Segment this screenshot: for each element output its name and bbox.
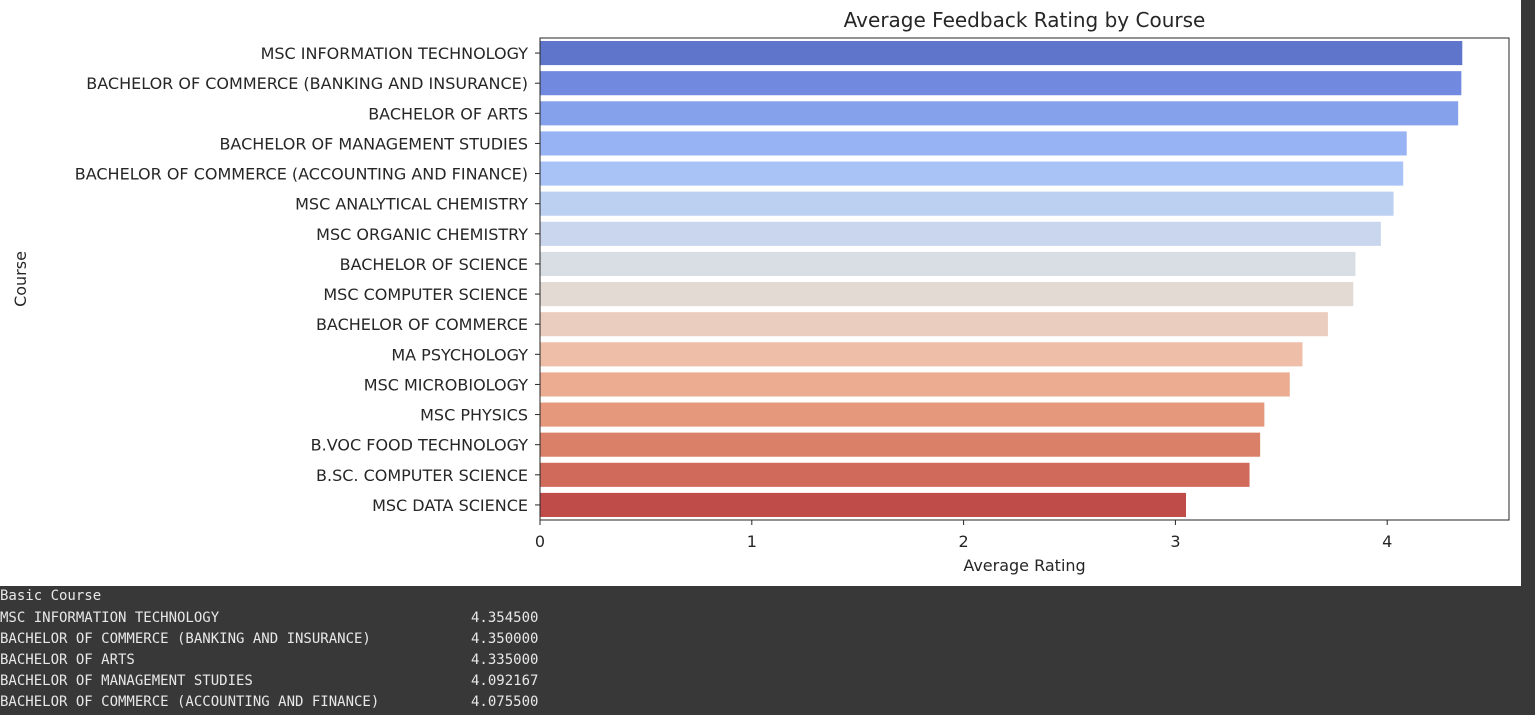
console-row-value: 4.092167 bbox=[471, 673, 539, 689]
console-row-value: 4.354500 bbox=[471, 610, 539, 626]
y-tick-label: MSC PHYSICS bbox=[420, 406, 528, 425]
chart-output: Average Feedback Rating by Course MSC INF… bbox=[0, 0, 1521, 586]
y-tick-label: MA PSYCHOLOGY bbox=[391, 345, 528, 364]
bar bbox=[540, 372, 1290, 397]
y-tick-label: BACHELOR OF COMMERCE (ACCOUNTING AND FIN… bbox=[75, 165, 528, 184]
x-tick-label: 4 bbox=[1382, 532, 1392, 551]
bar bbox=[540, 432, 1261, 457]
x-tick-label: 1 bbox=[747, 532, 757, 551]
bar bbox=[540, 251, 1356, 276]
y-tick-label: B.SC. COMPUTER SCIENCE bbox=[316, 466, 528, 485]
y-tick-label: BACHELOR OF ARTS bbox=[368, 104, 528, 123]
y-tick-label: BACHELOR OF COMMERCE bbox=[316, 315, 528, 334]
console-row-value: 4.350000 bbox=[471, 631, 539, 647]
console-output: Basic Course MSC INFORMATION TECHNOLOGY 4… bbox=[0, 586, 1535, 715]
y-tick-label: MSC ANALYTICAL CHEMISTRY bbox=[295, 195, 528, 214]
x-tick-label: 0 bbox=[535, 532, 545, 551]
y-tick-label: MSC INFORMATION TECHNOLOGY bbox=[261, 44, 529, 63]
console-row: BACHELOR OF COMMERCE (ACCOUNTING AND FIN… bbox=[0, 692, 700, 713]
bar bbox=[540, 312, 1328, 337]
y-axis-label: Course bbox=[11, 251, 30, 307]
bar bbox=[540, 221, 1381, 246]
console-row-name: BACHELOR OF COMMERCE (BANKING AND INSURA… bbox=[0, 631, 371, 647]
y-tick-label: MSC ORGANIC CHEMISTRY bbox=[316, 225, 528, 244]
bar bbox=[540, 131, 1407, 156]
console-row: BACHELOR OF COMMERCE (BANKING AND INSURA… bbox=[0, 629, 700, 650]
bar bbox=[540, 101, 1459, 126]
bar bbox=[540, 492, 1186, 517]
bar bbox=[540, 282, 1354, 307]
chart-title: Average Feedback Rating by Course bbox=[844, 8, 1206, 32]
y-tick-label: MSC DATA SCIENCE bbox=[372, 496, 528, 515]
console-row-value: 4.335000 bbox=[471, 652, 539, 668]
bar bbox=[540, 402, 1265, 427]
y-tick-label: B.VOC FOOD TECHNOLOGY bbox=[311, 436, 529, 455]
bar bbox=[540, 191, 1394, 216]
bar bbox=[540, 71, 1462, 96]
x-axis-label: Average Rating bbox=[963, 556, 1085, 575]
console-header: Basic Course bbox=[0, 588, 102, 604]
console-row: BACHELOR OF MANAGEMENT STUDIES 4.092167 bbox=[0, 671, 700, 692]
x-tick-label: 2 bbox=[959, 532, 969, 551]
y-tick-label: MSC MICROBIOLOGY bbox=[364, 375, 528, 394]
y-tick-label: BACHELOR OF MANAGEMENT STUDIES bbox=[219, 134, 528, 153]
bar bbox=[540, 161, 1404, 186]
x-tick-label: 3 bbox=[1170, 532, 1180, 551]
bar-chart: Average Feedback Rating by Course MSC INF… bbox=[11, 8, 1510, 575]
y-tick-label: BACHELOR OF COMMERCE (BANKING AND INSURA… bbox=[86, 74, 528, 93]
console-row-name: MSC INFORMATION TECHNOLOGY bbox=[0, 610, 220, 626]
console-row-name: BACHELOR OF ARTS bbox=[0, 652, 135, 668]
bar bbox=[540, 462, 1250, 487]
bar bbox=[540, 41, 1463, 66]
console-row: BACHELOR OF ARTS 4.335000 bbox=[0, 650, 700, 671]
console-row-value: 4.075500 bbox=[471, 694, 539, 710]
console-row-name: BACHELOR OF COMMERCE (ACCOUNTING AND FIN… bbox=[0, 694, 380, 710]
y-tick-label: MSC COMPUTER SCIENCE bbox=[323, 285, 528, 304]
y-tick-label: BACHELOR OF SCIENCE bbox=[340, 255, 528, 274]
plot-frame bbox=[539, 37, 1510, 521]
console-row-name: BACHELOR OF MANAGEMENT STUDIES bbox=[0, 673, 253, 689]
bar bbox=[540, 342, 1303, 367]
console-row: MSC INFORMATION TECHNOLOGY 4.354500 bbox=[0, 608, 700, 629]
